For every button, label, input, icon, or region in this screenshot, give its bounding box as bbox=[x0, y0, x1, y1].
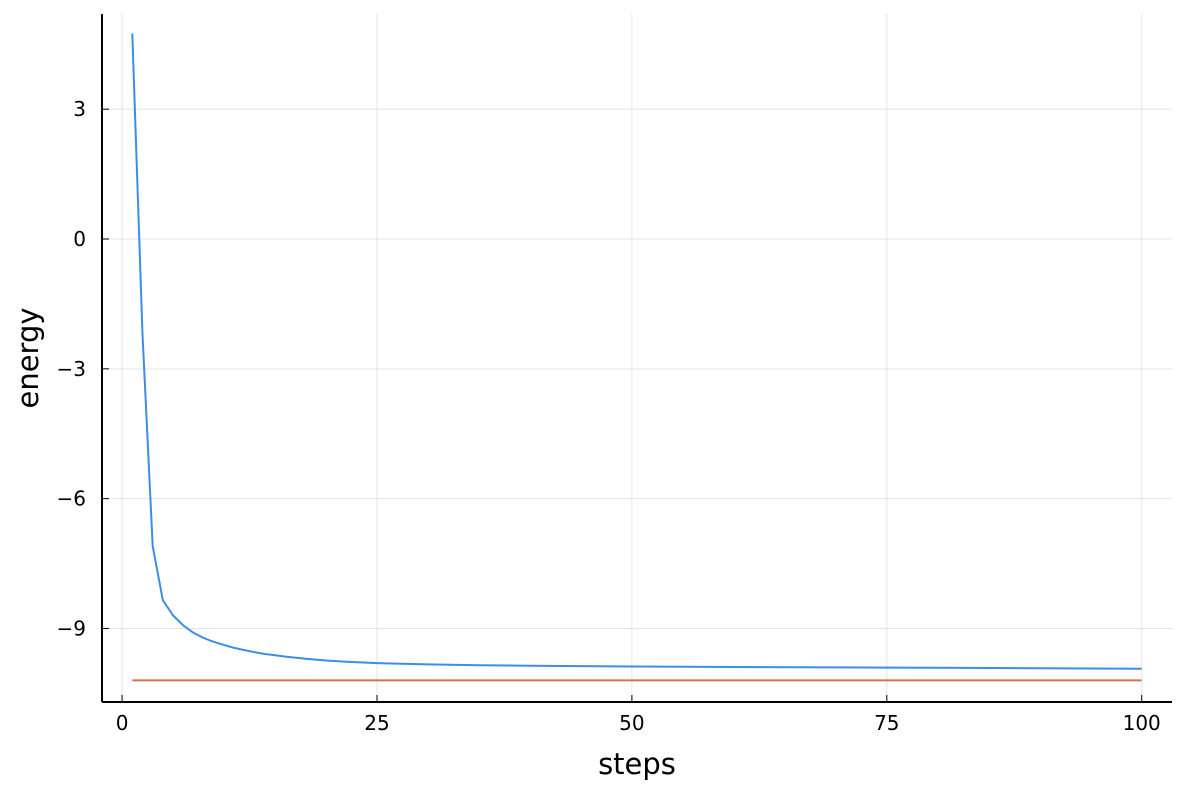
y-tick-label: −9 bbox=[57, 616, 86, 640]
x-axis-title: steps bbox=[598, 747, 676, 781]
x-tick-label: 25 bbox=[364, 711, 389, 735]
grid bbox=[102, 14, 1172, 702]
series-line-1 bbox=[131, 33, 1142, 670]
y-tick-label: 0 bbox=[73, 227, 86, 251]
x-tick-label: 50 bbox=[619, 711, 644, 735]
y-axis-title: energy bbox=[11, 307, 45, 408]
x-tick-label: 75 bbox=[874, 711, 899, 735]
y-tick-label: −3 bbox=[57, 357, 86, 381]
y-tick-label: 3 bbox=[73, 97, 86, 121]
x-tick-label: 100 bbox=[1123, 711, 1161, 735]
tick-labels: 0 25 50 75 100 −9 −6 −3 0 3 bbox=[57, 97, 1161, 735]
y-tick-label: −6 bbox=[57, 487, 86, 511]
axes bbox=[101, 14, 1172, 703]
x-tick-label: 0 bbox=[116, 711, 129, 735]
plot-area bbox=[131, 33, 1142, 682]
